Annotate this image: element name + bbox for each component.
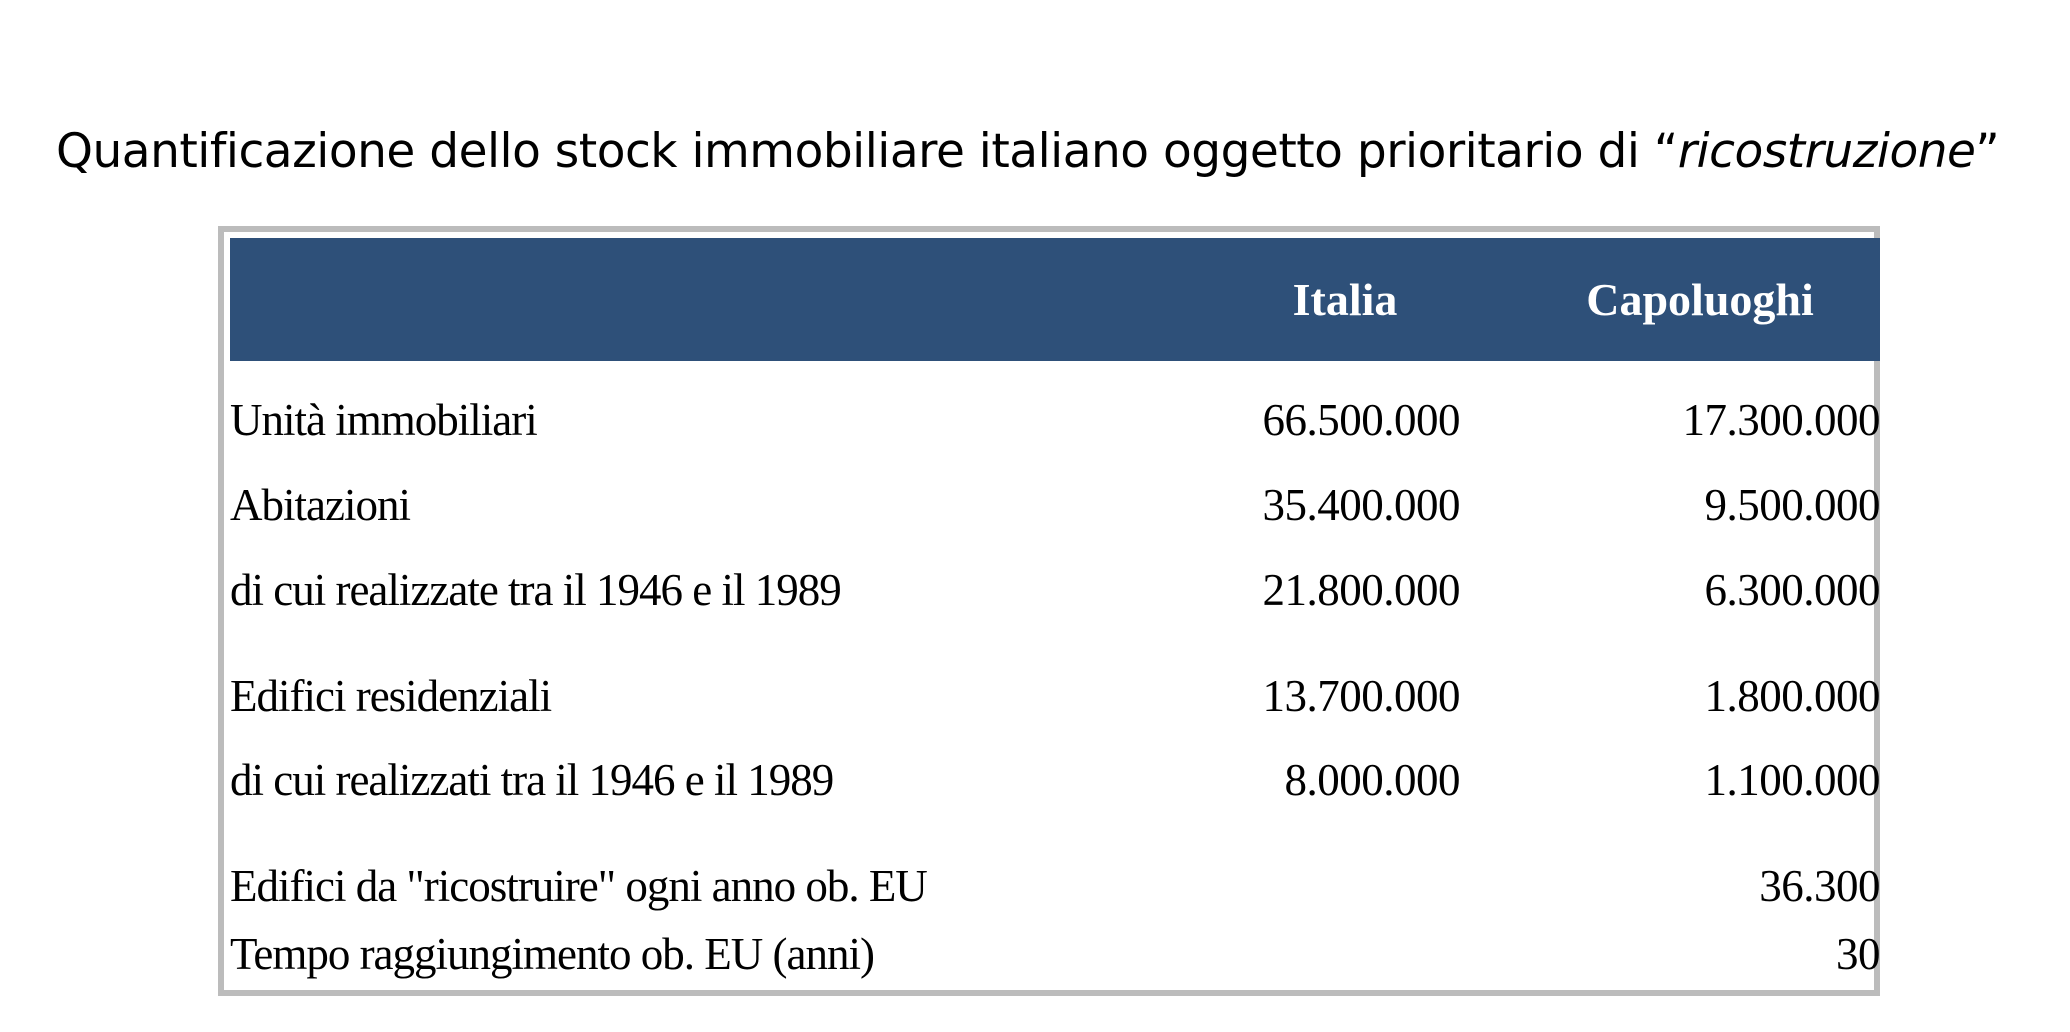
capoluoghi-value: 6.300.000 [1704,565,1881,615]
title-emphasis: ricostruzione [1677,124,1976,179]
table-row: Edifici da "ricostruire" ogni anno ob. E… [230,850,1880,922]
table-row: Abitazioni 35.400.000 9.500.000 [230,469,1880,541]
capoluoghi-value: 9.500.000 [1704,480,1881,530]
table-row: Tempo raggiungimento ob. EU (anni) 30 [230,918,1881,990]
capoluoghi-value: 1.800.000 [1704,671,1881,721]
table-row: Edifici residenziali 13.700.000 1.800.00… [230,660,1880,732]
table-row: Unità immobiliari 66.500.000 17.300.000 [230,384,1880,456]
header-capoluoghi: Capoluoghi [1586,274,1814,325]
italia-value: 8.000.000 [1284,755,1461,805]
capoluoghi-value: 36.300 [1759,861,1880,911]
table-row: di cui realizzate tra il 1946 e il 1989 … [230,554,1880,626]
row-label: Edifici da "ricostruire" ogni anno ob. E… [230,861,928,911]
row-label: Tempo raggiungimento ob. EU (anni) [230,929,875,979]
row-label: di cui realizzati tra il 1946 e il 1989 [230,755,834,805]
table-header: Italia Capoluoghi [230,238,1880,361]
capoluoghi-value: 1.100.000 [1704,755,1881,805]
page-title: Quantificazione dello stock immobiliare … [56,122,2000,182]
capoluoghi-value: 30 [1836,929,1881,979]
italia-value: 21.800.000 [1262,565,1461,615]
table-row: di cui realizzati tra il 1946 e il 1989 … [230,744,1880,816]
row-label: Edifici residenziali [230,671,552,721]
stock-table: Italia Capoluoghi Unità immobiliari 66.5… [218,226,1881,996]
italia-value: 66.500.000 [1262,395,1461,445]
title-close-quote: ” [1975,124,2000,179]
row-label: Unità immobiliari [230,395,538,445]
italia-value: 13.700.000 [1262,671,1461,721]
title-text: Quantificazione dello stock immobiliare … [56,124,1678,179]
row-label: di cui realizzate tra il 1946 e il 1989 [230,565,842,615]
row-label: Abitazioni [230,480,411,530]
capoluoghi-value: 17.300.000 [1682,395,1881,445]
header-italia: Italia [1292,274,1398,325]
italia-value: 35.400.000 [1262,480,1461,530]
